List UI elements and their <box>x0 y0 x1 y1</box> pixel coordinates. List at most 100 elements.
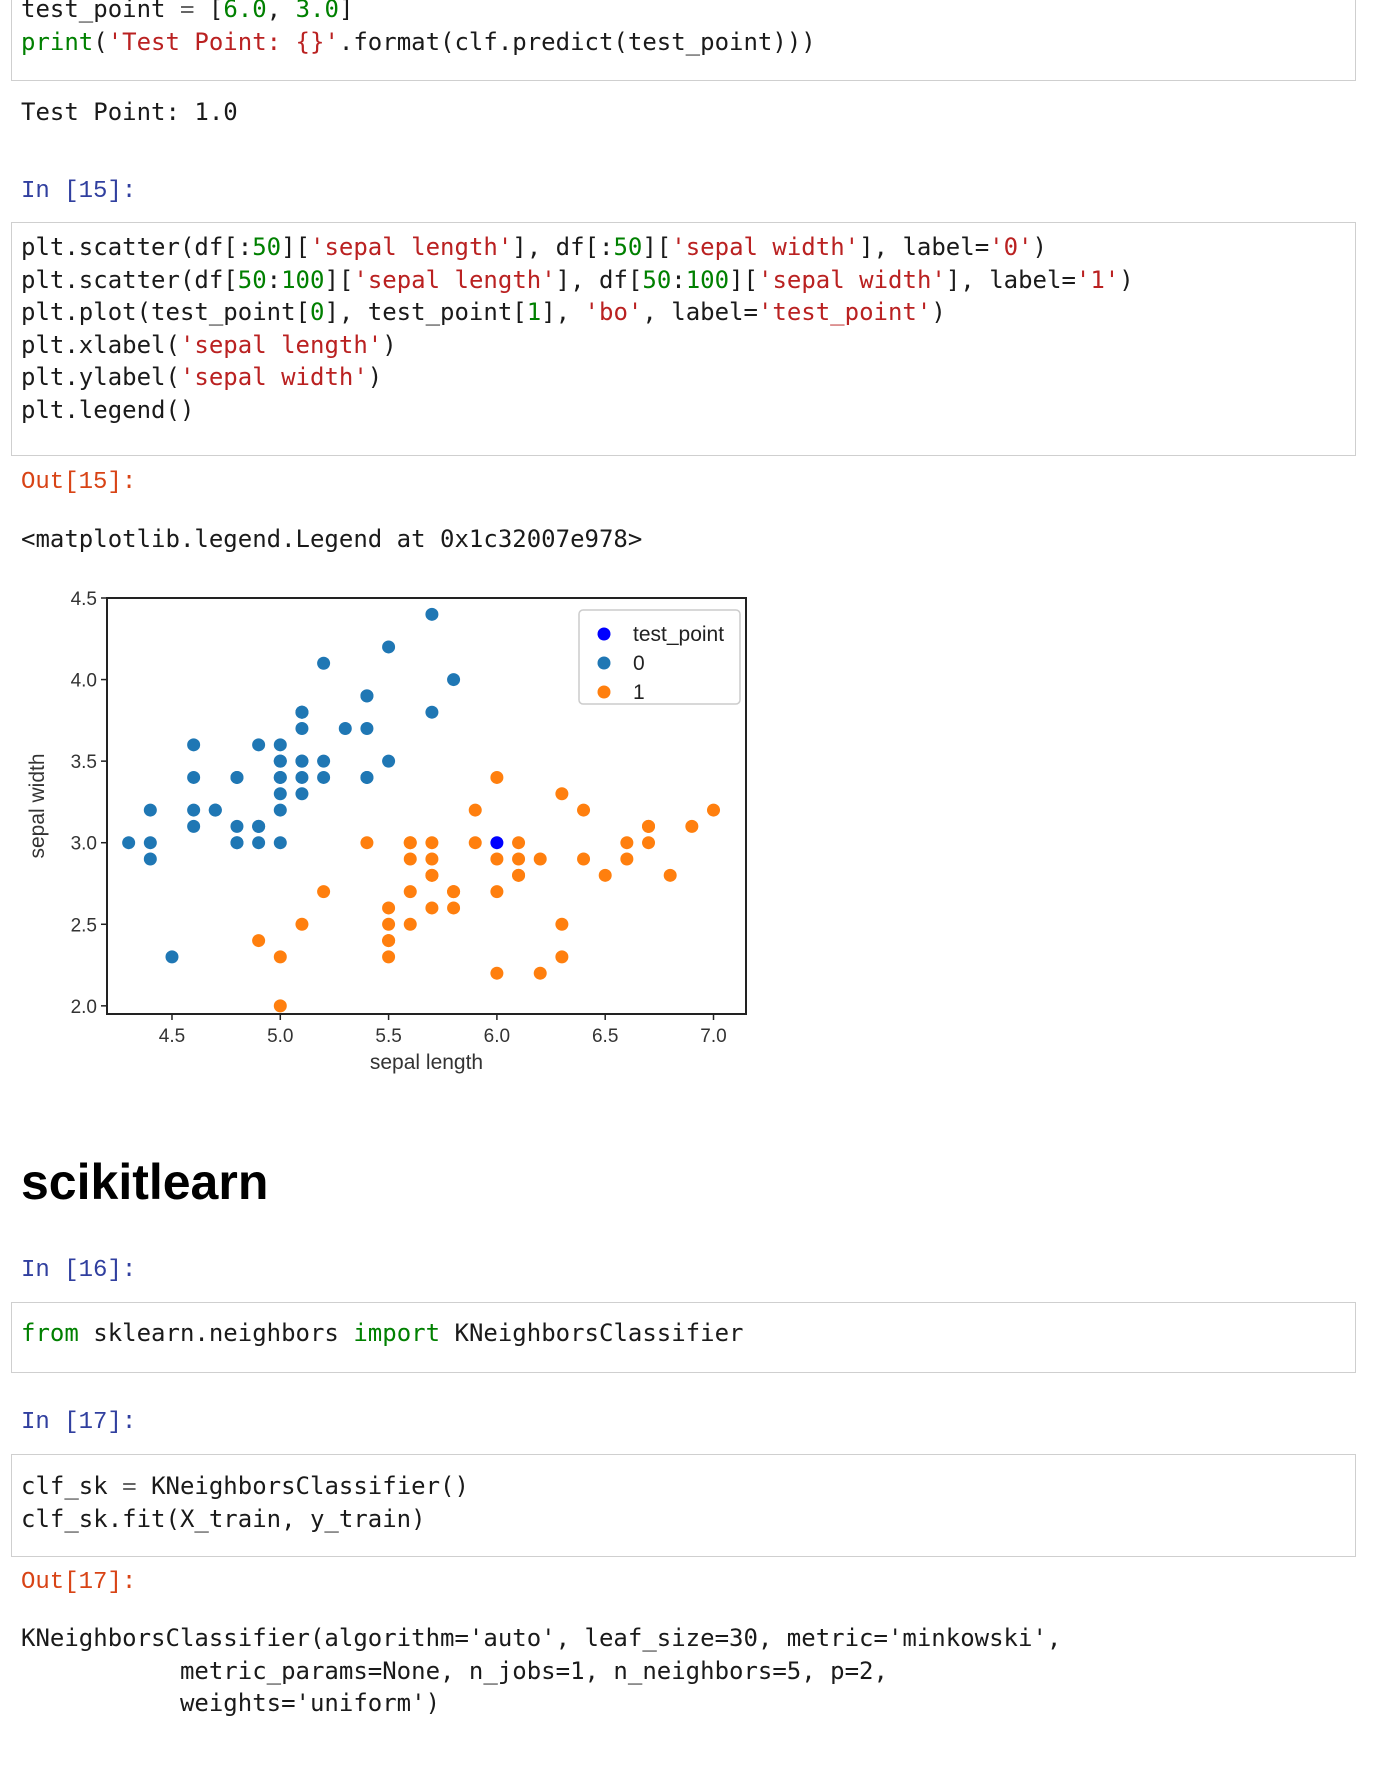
data-point-series-0 <box>252 836 266 850</box>
code-token: ], df[: <box>512 233 614 261</box>
code-line: plt.plot(test_point[0], test_point[1], '… <box>21 296 1346 329</box>
code-cell-14[interactable]: test_point = [6.0, 3.0] print('Test Point… <box>11 0 1356 81</box>
data-point-series-0 <box>187 819 201 833</box>
legend-marker <box>597 627 611 641</box>
data-point-series-1 <box>252 934 266 948</box>
code-token: ][ <box>324 265 354 294</box>
data-point-series-1 <box>512 852 526 866</box>
y-tick-label: 3.5 <box>71 752 97 773</box>
code-line: plt.scatter(df[50:100]['sepal length'], … <box>21 264 1346 297</box>
data-point-series-0 <box>273 754 287 768</box>
data-point-series-1 <box>555 787 569 801</box>
legend-entry: 0 <box>633 652 645 675</box>
data-point-series-1 <box>577 852 591 866</box>
data-point-series-0 <box>317 754 331 768</box>
code-cell-17[interactable]: clf_sk = KNeighborsClassifier() clf_sk.fi… <box>11 1454 1356 1557</box>
x-tick-label: 6.5 <box>592 1026 618 1047</box>
code-token: 'test_point' <box>757 298 932 326</box>
code-token: ][ <box>281 233 310 261</box>
data-point-series-1 <box>425 901 439 915</box>
data-point-series-0 <box>273 787 287 801</box>
data-point-series-1 <box>447 885 461 899</box>
y-axis-label: sepal width <box>26 753 49 858</box>
data-point-series-0 <box>382 640 396 654</box>
prompt-in-17: In [17]: <box>21 1409 137 1436</box>
code-token: = <box>165 0 209 23</box>
x-tick-label: 5.5 <box>375 1026 401 1047</box>
legend-box <box>578 609 741 705</box>
code-token: : <box>671 265 686 294</box>
data-point-series-0 <box>295 754 309 768</box>
code-cell-16[interactable]: from sklearn.neighbors import KNeighbors… <box>11 1302 1356 1373</box>
data-point-series-1 <box>620 836 634 850</box>
code-token: plt.xlabel( <box>21 330 180 359</box>
data-point-series-0 <box>165 950 179 964</box>
data-point-series-1 <box>598 868 612 882</box>
code-token: 'sepal width' <box>671 233 860 261</box>
data-point-series-1 <box>382 934 396 948</box>
data-point-series-0 <box>295 722 309 736</box>
data-point-series-1 <box>685 819 699 833</box>
code-cell-15[interactable]: plt.scatter(df[:50]['sepal length'], df[… <box>11 222 1356 456</box>
code-token: 3.0 <box>295 0 339 23</box>
prompt-in-15: In [15]: <box>21 178 137 205</box>
data-point-series-1 <box>533 852 547 866</box>
data-point-series-0 <box>425 705 439 719</box>
x-tick-label: 6.0 <box>484 1026 510 1047</box>
code-token: clf_sk <box>21 1472 108 1500</box>
data-point-series-0 <box>273 770 287 784</box>
markdown-heading-scikitlearn: scikitlearn <box>21 1154 269 1210</box>
chart-svg: 4.5 5.0 5.5 6.0 6.5 7.0 2.0 2.5 3.0 3.5 4.0 4.5 sepa… <box>26 589 747 1074</box>
code-token: , <box>266 0 296 23</box>
code-line: plt.scatter(df[:50]['sepal length'], df[… <box>21 231 1346 264</box>
data-point-series-1 <box>707 803 721 817</box>
code-token: KNeighborsClassifier() <box>151 1472 469 1500</box>
data-point-series-1 <box>295 917 309 931</box>
code-token: clf_sk.fit(X_train, y_train) <box>21 1504 426 1533</box>
data-point-series-1 <box>468 836 482 850</box>
data-point-series-0 <box>295 705 309 719</box>
x-tick-label: 7.0 <box>700 1026 726 1047</box>
data-point-series-0 <box>252 738 266 752</box>
code-token: 50 <box>237 265 267 294</box>
data-point-series-0 <box>273 803 287 817</box>
y-tick-label: 3.0 <box>71 834 97 855</box>
data-point-series-1 <box>403 917 417 931</box>
data-point-series-0 <box>273 738 287 752</box>
x-tick-label: 5.0 <box>267 1026 293 1047</box>
code-token: 'bo' <box>584 298 643 326</box>
code-token: ], label= <box>859 233 990 261</box>
code-token: from <box>21 1319 79 1347</box>
code-token: 'sepal length' <box>353 265 556 294</box>
code-token: '0' <box>989 233 1033 261</box>
code-token: 100 <box>685 265 730 294</box>
data-point-series-0 <box>143 852 157 866</box>
code-line: clf_sk = KNeighborsClassifier() <box>21 1470 1346 1503</box>
data-point-series-0 <box>252 819 266 833</box>
code-token: , label= <box>642 298 758 326</box>
data-point-series-0 <box>360 722 374 736</box>
data-point-series-0 <box>295 787 309 801</box>
code-token: 'sepal length' <box>179 330 383 359</box>
data-point-series-0 <box>382 754 396 768</box>
code-token: ][ <box>642 233 672 261</box>
data-point-series-0 <box>143 836 157 850</box>
data-point-series-0 <box>447 673 461 687</box>
data-point-series-0 <box>360 770 374 784</box>
data-point-series-0 <box>295 770 309 784</box>
code-token: 'Test Point: {}' <box>107 27 339 56</box>
code-token: 'sepal length' <box>310 233 513 261</box>
code-token: 1 <box>526 298 542 326</box>
data-point-series-0 <box>122 836 136 850</box>
code-token: ) <box>1032 233 1047 261</box>
data-point-series-1 <box>468 803 482 817</box>
code-token: print <box>21 27 94 56</box>
y-tick-label: 2.5 <box>71 915 97 936</box>
data-point-series-1 <box>490 966 504 980</box>
code-token: 6.0 <box>223 0 267 23</box>
code-token: plt.plot(test_point[ <box>21 298 310 326</box>
data-point-series-1 <box>663 868 677 882</box>
prompt-out-17: Out[17]: <box>21 1569 137 1596</box>
code-token: ] <box>338 0 354 23</box>
data-point-series-0 <box>187 770 201 784</box>
